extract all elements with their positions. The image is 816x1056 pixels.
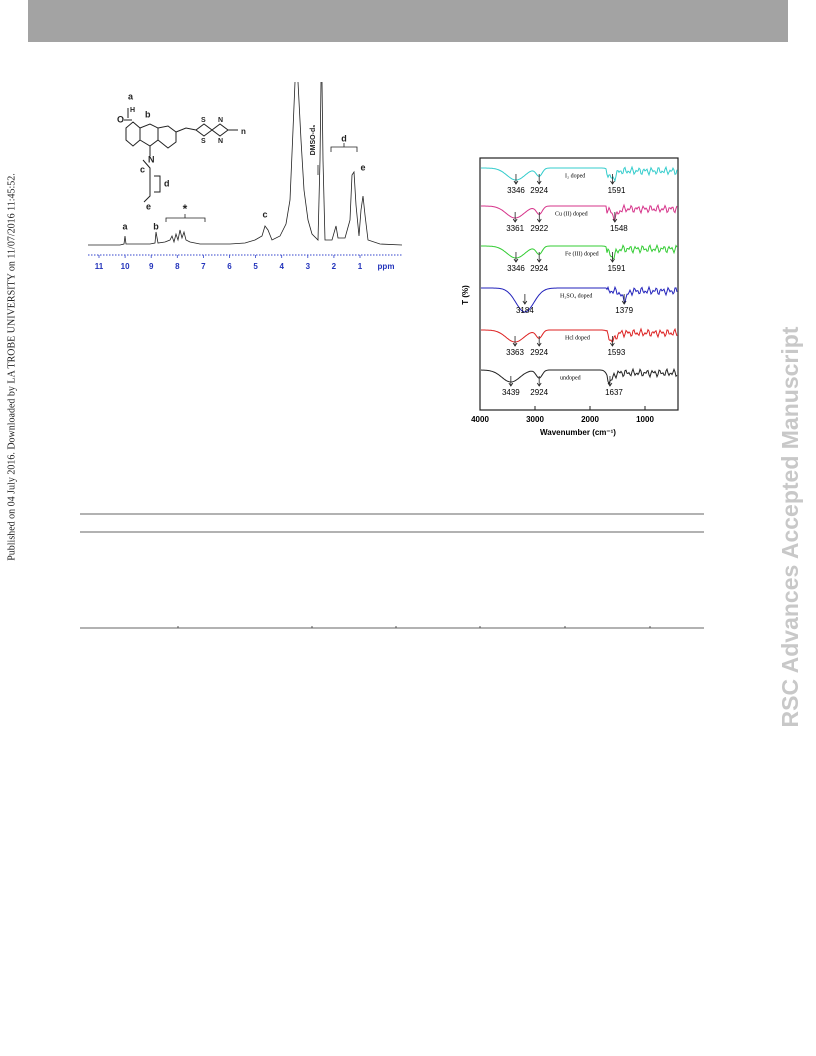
tick-label: 3 [306,262,311,271]
peak-label: 2922 [530,224,548,233]
tick-label: 11 [95,262,104,271]
structure [124,108,238,203]
peak-arrow [536,174,542,185]
tick-label: 3000 [526,415,544,424]
structure-bonds [124,108,238,203]
table-ticks [177,626,651,628]
structure-label: H [130,107,135,114]
peak-label: 3346 [507,264,525,273]
ftir-trace [481,165,678,182]
peak-label: 2924 [530,264,548,273]
nmr-figure: a O H b N c d e S S N N n a b * c DMSO-d… [88,81,403,271]
ftir-trace [481,327,678,343]
structure-label: c [140,164,145,174]
tick-label: 2 [332,262,337,271]
ftir-trace [480,367,678,385]
ftir-figure: T (%) Wavenumber (cm⁻¹) 4000 3000 2000 1000… [461,157,679,437]
structure-label: N [218,117,223,124]
structure-label: S [201,138,206,145]
ftir-trace [481,203,678,221]
trace-label: Cu (II) doped [555,210,588,217]
peak-arrow [610,252,615,263]
structure-label: N [148,154,155,164]
peak-arrow [536,212,542,223]
peak-label: 3439 [502,388,520,397]
axis-unit: ppm [378,262,395,271]
structure-label: N [218,138,223,145]
peak-arrow [513,174,519,185]
peak-arrow [536,336,542,347]
tick-label: 2000 [581,415,599,424]
peak-arrow [621,294,627,305]
peak-brackets [165,143,358,222]
nmr-spectrum [88,81,403,246]
peak-arrow [508,376,514,387]
y-axis-label: T (%) [461,285,470,305]
peak-arrow [610,174,615,185]
peak-label: e [360,162,365,172]
tick-label: 10 [121,262,130,271]
peak-arrow [536,376,542,387]
peak-label: 1379 [615,306,633,315]
peak-label: 3346 [507,186,525,195]
tick-label: 7 [201,262,206,271]
side-note: Published on 04 July 2016. Downloaded by… [6,173,17,561]
structure-label: e [146,201,151,211]
structure-label: a [128,91,134,101]
plot-frame [479,157,679,411]
peak-label: 2924 [530,186,548,195]
peak-label: 1637 [605,388,623,397]
trace-label: H₂SO₄ doped [560,293,592,299]
peak-arrow [512,336,518,347]
peak-label: c [262,209,267,219]
peak-label: d [341,133,347,143]
structure-label: n [241,127,246,136]
trace-label: Hcl doped [565,335,590,341]
tick-label: 4000 [471,415,489,424]
peak-label: 1593 [607,348,625,357]
peak-label: 3363 [506,348,524,357]
ftir-trace [481,285,678,313]
peak-label: 3184 [516,306,534,315]
tick-label: 1 [358,262,363,271]
trace-label: undoped [560,375,581,381]
table [80,513,704,629]
peak-label: 2924 [530,348,548,357]
peak-label: 1591 [608,264,626,273]
trace-label: I₂ doped [565,173,585,179]
peak-arrow [610,336,615,347]
tick-label: 5 [253,262,258,271]
peak-label: 3361 [506,224,524,233]
tick-label: 6 [227,262,232,271]
peak-arrow [607,376,613,387]
tick-label: 9 [149,262,154,271]
tick-label: 1000 [636,415,654,424]
trace-label: Fe (III) doped [565,250,599,257]
structure-label: d [164,178,170,188]
peak-arrow [536,252,542,263]
tick-label: 8 [175,262,180,271]
header-bar [28,0,788,42]
peak-label: a [122,221,128,231]
peak-arrow [612,212,618,223]
peak-label: 1548 [610,224,628,233]
x-axis-label: Wavenumber (cm⁻¹) [540,428,616,437]
peak-label: 1591 [608,186,626,195]
structure-label: b [145,109,151,119]
ftir-trace [481,243,678,260]
peak-arrow [513,252,519,263]
peak-arrow [512,212,518,223]
peak-arrow [522,294,528,305]
peak-label: DMSO-d₆ [310,125,317,156]
structure-label: O [117,114,124,124]
peak-label: * [183,202,188,216]
watermark: RSC Advances Accepted Manuscript [777,326,803,727]
structure-label: S [201,117,206,124]
peak-label: 2924 [530,388,548,397]
peak-label: b [153,221,159,231]
tick-label: 4 [279,262,284,271]
